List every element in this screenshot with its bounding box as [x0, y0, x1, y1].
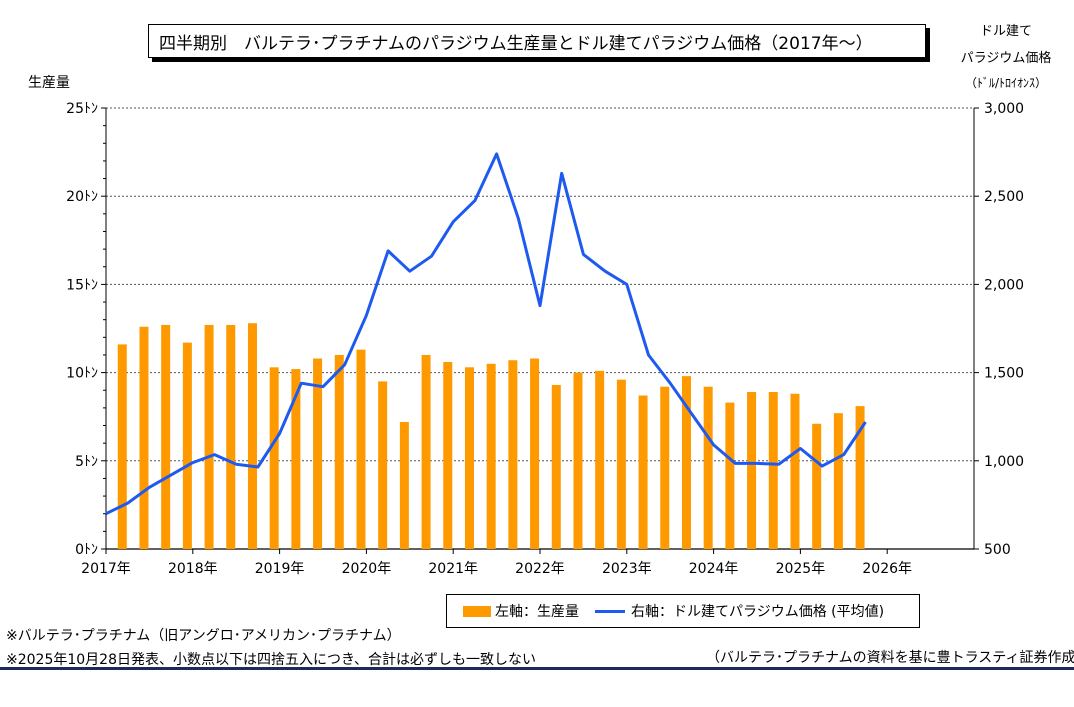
bar: [139, 326, 149, 549]
footer-rule: [0, 667, 1074, 670]
bar: [421, 354, 431, 549]
bar: [161, 324, 171, 549]
bar: [530, 358, 540, 549]
bar: [247, 323, 257, 549]
legend: 左軸：生産量 右軸：ドル建てパラジウム価格 (平均値): [446, 594, 920, 628]
bar: [356, 349, 366, 549]
bar: [269, 367, 279, 549]
legend-line-swatch: [595, 609, 625, 613]
right-tick-label: 2,500: [984, 189, 1024, 205]
chart-plot: 0ﾄﾝ 5ﾄﾝ 10ﾄﾝ 15ﾄﾝ 20ﾄﾝ 25ﾄﾝ 500 1,000 1,500 2,000…: [66, 101, 1024, 577]
note-2: ※2025年10月28日発表、小数点以下は四捨五入につき、合計は必ずしも一致しな…: [6, 652, 537, 668]
source-note: （バルテラ･プラチナムの資料を基に豊トラスティ証券作成）: [706, 650, 1074, 666]
bar: [855, 406, 865, 549]
bar: [681, 376, 691, 549]
bar: [334, 354, 344, 549]
bar: [790, 393, 800, 549]
x-tick-label: 2017年: [81, 561, 131, 577]
legend-bar-label: 左軸：生産量: [495, 604, 579, 620]
bar: [812, 423, 822, 549]
legend-bar-swatch: [463, 605, 491, 617]
right-tick-label: 1,000: [984, 454, 1024, 470]
bar: [638, 395, 648, 549]
right-tick-label: 500: [984, 542, 1011, 558]
bar: [378, 381, 388, 549]
x-tick-label: 2026年: [862, 561, 912, 577]
bar: [833, 413, 843, 549]
bar: [486, 363, 496, 549]
bar: [703, 386, 713, 549]
right-tick-label: 1,500: [984, 366, 1024, 382]
left-tick-label: 20ﾄﾝ: [66, 189, 98, 205]
bar: [117, 344, 127, 549]
bar: [464, 367, 474, 549]
legend-line-label: 右軸：ドル建てパラジウム価格 (平均値): [631, 604, 885, 620]
chart-title: 四半期別 バルテラ･プラチナムのパラジウム生産量とドル建てパラジウム価格（201…: [148, 24, 926, 58]
bar: [182, 342, 192, 549]
right-tick-label: 2,000: [984, 277, 1024, 293]
price-line: [105, 152, 867, 516]
bar: [747, 392, 757, 549]
right-axis-header-line-3: （ﾄﾞﾙ/ﾄﾛｲｵﾝｽ）: [964, 76, 1048, 90]
bar: [768, 392, 778, 549]
bar: [725, 402, 735, 549]
bar: [508, 360, 518, 549]
right-axis-header-line-1: ドル建て: [979, 24, 1032, 39]
left-axis-header: 生産量: [28, 75, 70, 91]
left-tick-label: 15ﾄﾝ: [66, 277, 98, 293]
left-tick-label: 5ﾄﾝ: [75, 454, 98, 470]
left-tick-label: 25ﾄﾝ: [66, 101, 98, 117]
x-tick-label: 2024年: [689, 561, 739, 577]
x-tick-label: 2020年: [342, 561, 392, 577]
bar: [573, 372, 583, 549]
x-tick-label: 2025年: [776, 561, 826, 577]
bar: [660, 386, 670, 549]
x-tick-label: 2019年: [255, 561, 305, 577]
right-tick-label: 3,000: [984, 101, 1024, 117]
right-axis-header: ドル建て パラジウム価格 （ﾄﾞﾙ/ﾄﾛｲｵﾝｽ）: [946, 20, 1066, 91]
bar: [291, 369, 301, 549]
left-tick-label: 0ﾄﾝ: [75, 542, 98, 558]
note-1: ※バルテラ･プラチナム（旧アングロ･アメリカン･プラチナム）: [6, 628, 401, 644]
x-tick-label: 2022年: [515, 561, 565, 577]
x-tick-label: 2021年: [428, 561, 478, 577]
bar: [443, 362, 453, 549]
bar: [551, 384, 561, 549]
x-tick-label: 2018年: [168, 561, 218, 577]
bar: [616, 379, 626, 549]
bar: [226, 324, 236, 549]
x-tick-label: 2023年: [602, 561, 652, 577]
bar: [399, 421, 409, 549]
bar: [595, 370, 605, 549]
bar: [204, 324, 214, 549]
left-tick-label: 10ﾄﾝ: [66, 366, 98, 382]
bar: [313, 358, 323, 549]
right-axis-header-line-2: パラジウム価格: [960, 51, 1052, 66]
